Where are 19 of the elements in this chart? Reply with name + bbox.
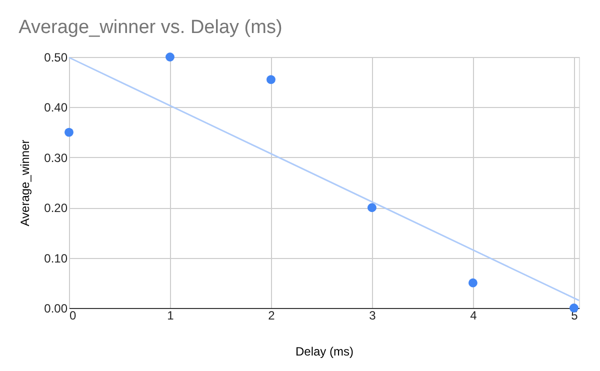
point: [166, 52, 174, 62]
chart-title: Average_winner vs. Delay (ms): [18, 17, 282, 38]
point: [64, 128, 74, 137]
x-tick-label: 0: [70, 308, 76, 322]
x-tick-label: 1: [167, 308, 174, 322]
y-tick-label: 0.20: [44, 201, 68, 216]
point: [368, 203, 376, 212]
y-tick-label: 0.50: [44, 50, 68, 64]
point: [266, 75, 276, 84]
x-tick-label: 3: [369, 308, 376, 322]
point: [468, 278, 478, 288]
y-axis-title: Average_winner: [18, 140, 32, 226]
x-axis-title: Delay (ms): [295, 344, 354, 358]
x-tick-label: 2: [268, 308, 276, 322]
x-tick-label: 4: [470, 308, 478, 322]
y-tick-label: 0.00: [44, 302, 68, 316]
y-tick-label: 0.30: [44, 150, 68, 165]
y-tick-label: 0.10: [44, 251, 68, 266]
y-tick-label: 0.40: [44, 100, 68, 115]
